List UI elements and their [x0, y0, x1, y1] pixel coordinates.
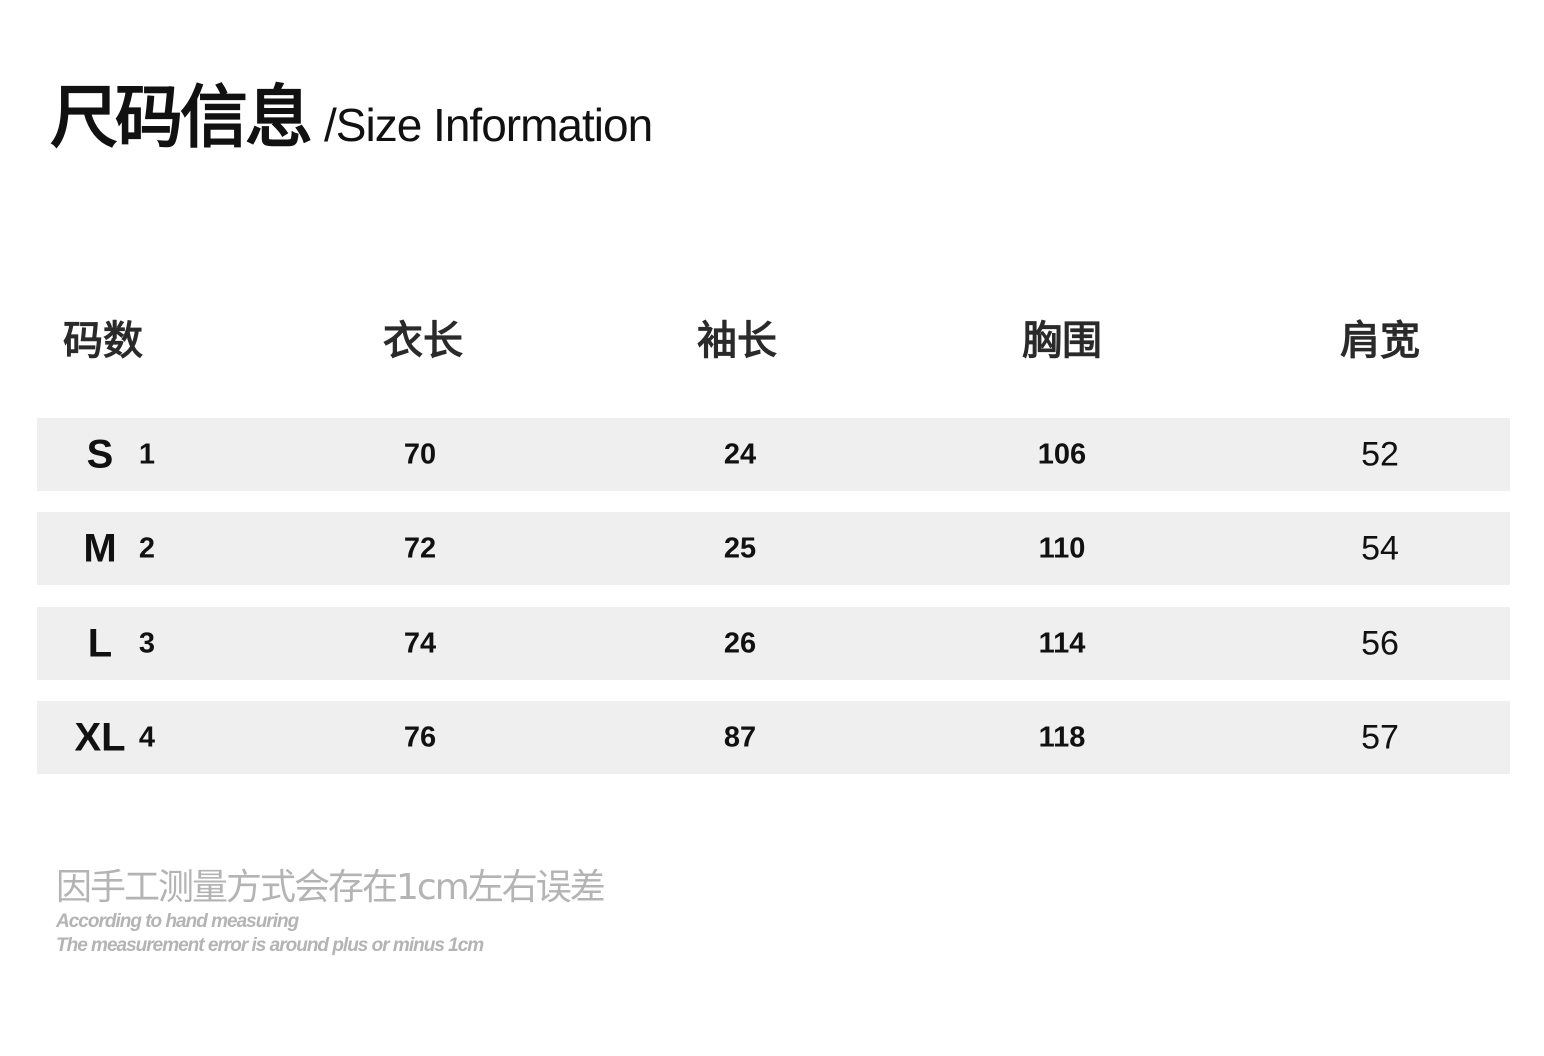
measurement-note-zh: 因手工测量方式会存在1cm左右误差: [56, 867, 606, 908]
cell-length: 74: [403, 627, 437, 659]
cell-size: L: [87, 621, 113, 665]
column-header-length: 衣长: [383, 318, 463, 364]
cell-sleeve: 24: [723, 438, 757, 470]
cell-size: XL: [74, 715, 126, 759]
column-header-size: 码数: [63, 318, 143, 364]
cell-index: 4: [138, 721, 156, 753]
column-header-sleeve: 袖长: [697, 318, 777, 364]
cell-length: 72: [403, 532, 437, 564]
cell-chest: 106: [1037, 438, 1087, 470]
column-header-chest: 胸围: [1022, 318, 1102, 364]
table-row: M 2 72 25 110 54: [37, 512, 1510, 585]
cell-chest: 114: [1038, 627, 1086, 659]
cell-chest: 110: [1038, 532, 1086, 564]
cell-sleeve: 87: [723, 721, 757, 753]
cell-sleeve: 26: [723, 627, 757, 659]
cell-index: 2: [138, 532, 156, 564]
measurement-note-en-2: The measurement error is around plus or …: [56, 935, 484, 956]
cell-shoulder: 56: [1361, 624, 1399, 662]
measurement-note-en-1: According to hand measuring: [56, 911, 299, 932]
table-row: S 1 70 24 106 52: [37, 418, 1510, 491]
cell-shoulder: 54: [1361, 529, 1399, 567]
cell-shoulder: 57: [1361, 718, 1399, 756]
cell-chest: 118: [1038, 721, 1086, 753]
title-zh: 尺码信息: [50, 79, 313, 158]
cell-length: 70: [403, 438, 437, 470]
cell-index: 1: [138, 438, 156, 470]
cell-size: S: [86, 432, 114, 476]
page-title: 尺码信息 /Size Information: [50, 62, 653, 161]
cell-index: 3: [138, 627, 156, 659]
title-en: /Size Information: [324, 99, 653, 151]
table-row: L 3 74 26 114 56: [37, 607, 1510, 680]
cell-shoulder: 52: [1361, 435, 1399, 473]
cell-sleeve: 25: [723, 532, 757, 564]
cell-length: 76: [403, 721, 437, 753]
table-row: XL 4 76 87 118 57: [37, 701, 1510, 774]
cell-size: M: [83, 526, 117, 570]
column-header-shoulder: 肩宽: [1340, 318, 1420, 364]
